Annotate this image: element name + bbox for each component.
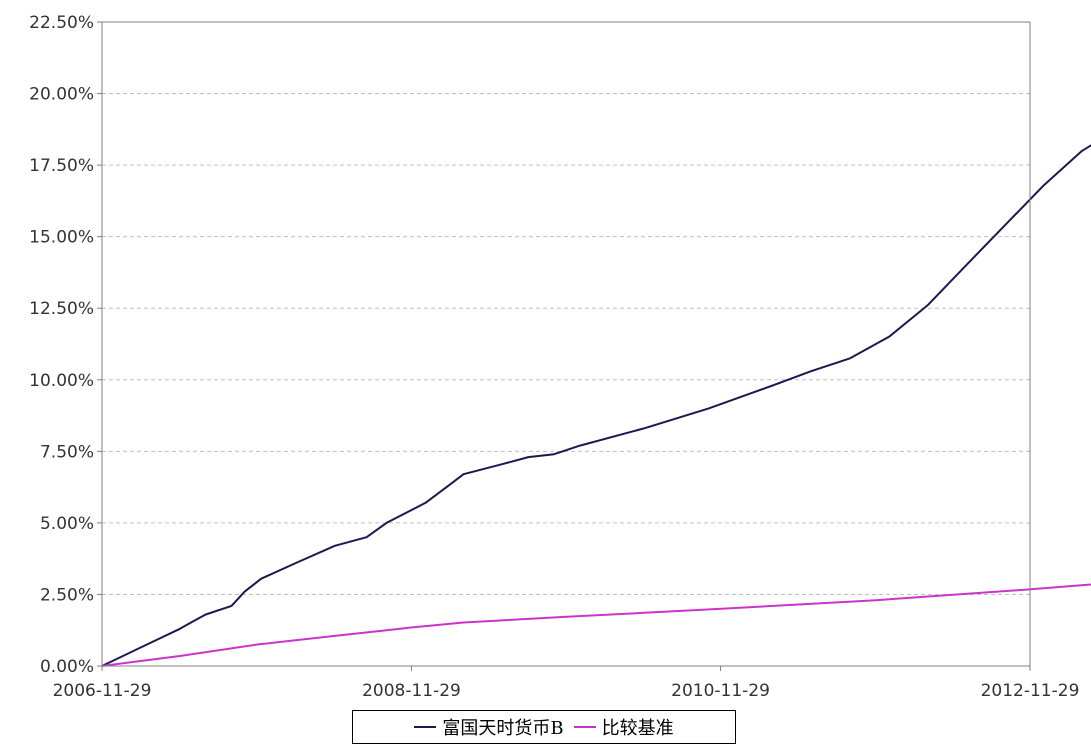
x-axis-tick-labels: 2006-11-29 2008-11-29 2010-11-29 2012-11-29 — [53, 666, 1080, 701]
y-tick-label: 15.00% — [29, 228, 94, 248]
y-tick-label: 7.50% — [40, 442, 94, 462]
grid-lines — [102, 21, 1030, 595]
x-tick-label: 2008-11-29 — [362, 681, 461, 701]
y-tick-label: 17.50% — [29, 156, 94, 176]
x-tick-label: 2006-11-29 — [53, 681, 152, 701]
legend-swatch-series-1 — [414, 726, 437, 728]
axes — [101, 21, 1031, 667]
y-tick-label: 5.00% — [40, 514, 94, 534]
y-tick-label: 10.00% — [29, 371, 94, 391]
y-tick-label: 12.50% — [29, 299, 94, 319]
legend-label-series-2: 比较基准 — [601, 718, 674, 739]
series-line-1 — [101, 144, 1091, 667]
x-tick-label: 2012-11-29 — [981, 681, 1080, 701]
series-line-2 — [101, 583, 1091, 667]
plot-frame — [101, 21, 1031, 667]
y-tick-label: 0.00% — [40, 657, 94, 677]
legend-label-series-1: 富国天时货币B — [442, 718, 564, 739]
legend-entry-series-2: 比较基准 — [573, 714, 674, 740]
y-tick-label: 20.00% — [29, 85, 94, 105]
y-tick-label: 22.50% — [29, 13, 94, 33]
y-tick-label: 2.50% — [40, 585, 94, 605]
legend-swatch-series-2 — [573, 726, 596, 728]
y-axis-tick-labels: 0.00% 2.50% 5.00% 7.50% 10.00% 12.50% 15.00% 17… — [29, 13, 102, 677]
series-lines — [101, 144, 1091, 667]
legend-entry-series-1: 富国天时货币B — [414, 714, 564, 740]
legend: 富国天时货币B 比较基准 — [352, 710, 736, 744]
x-tick-label: 2010-11-29 — [671, 681, 770, 701]
